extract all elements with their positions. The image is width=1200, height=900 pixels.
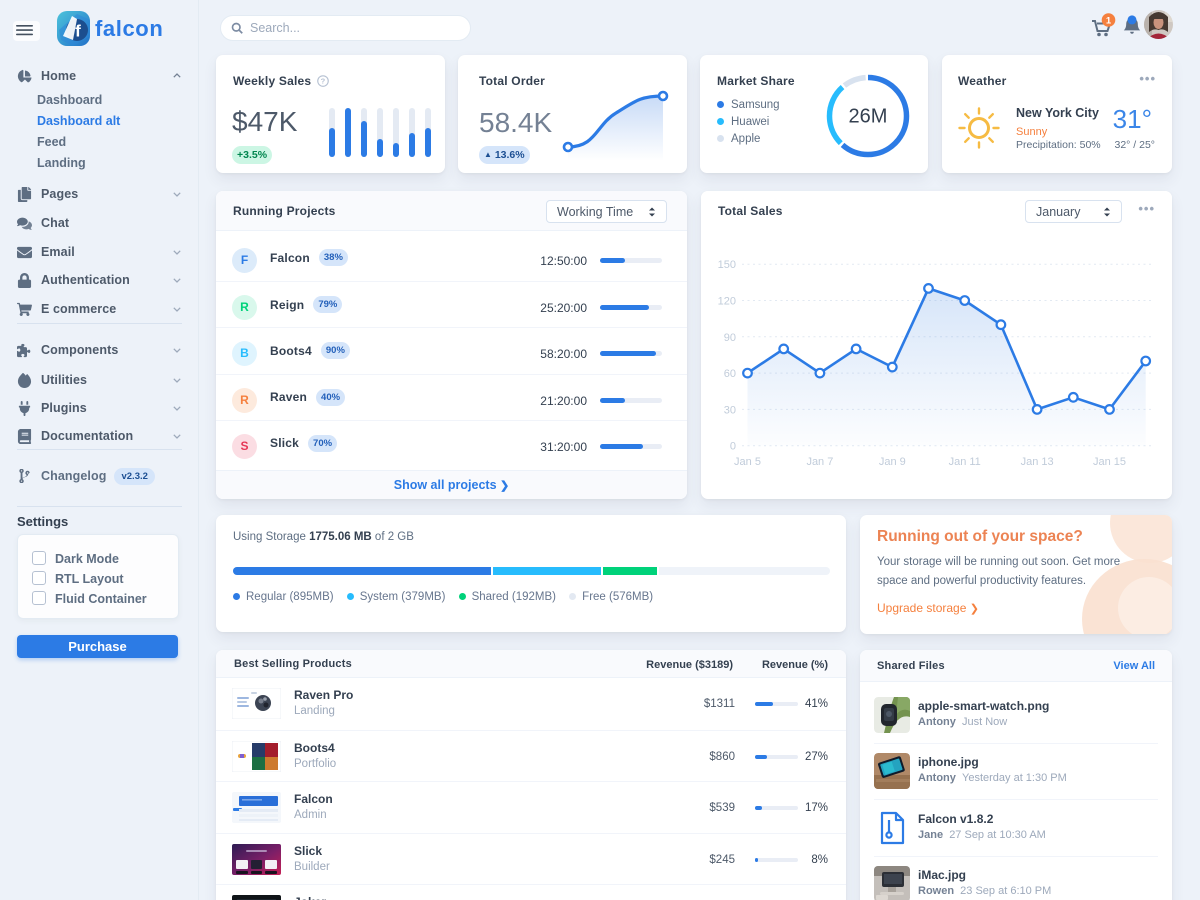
svg-text:30: 30 bbox=[724, 404, 736, 416]
svg-text:Jan 7: Jan 7 bbox=[806, 456, 833, 468]
svg-text:0: 0 bbox=[730, 441, 736, 453]
svg-text:f: f bbox=[75, 22, 81, 41]
svg-text:Jan 13: Jan 13 bbox=[1021, 456, 1054, 468]
svg-text:Jan 15: Jan 15 bbox=[1093, 456, 1126, 468]
svg-text:Jan 5: Jan 5 bbox=[734, 456, 761, 468]
svg-text:Jan 9: Jan 9 bbox=[879, 456, 906, 468]
svg-text:90: 90 bbox=[724, 332, 736, 344]
svg-text:1: 1 bbox=[1106, 16, 1112, 27]
svg-text:Jan 11: Jan 11 bbox=[949, 456, 981, 468]
svg-text:?: ? bbox=[320, 77, 325, 86]
svg-text:150: 150 bbox=[718, 259, 736, 271]
svg-text:26M: 26M bbox=[849, 106, 888, 128]
svg-text:120: 120 bbox=[718, 296, 736, 308]
svg-text:60: 60 bbox=[724, 368, 736, 380]
